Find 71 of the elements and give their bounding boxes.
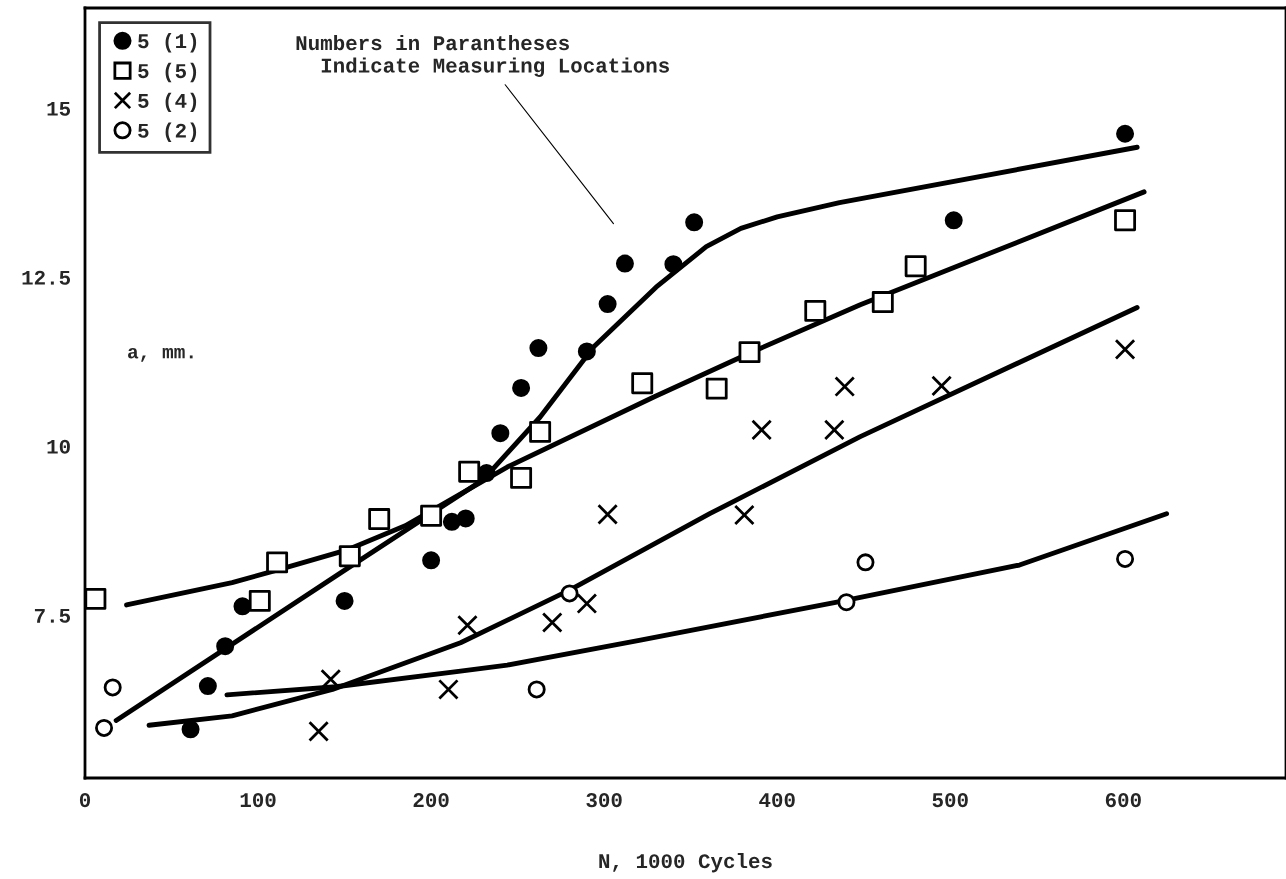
legend-label: 5 (1) <box>138 33 197 53</box>
legend-label: 5 (2) <box>138 122 197 142</box>
annotation: Numbers in Parantheses Indicate Measuring Locations <box>296 34 669 77</box>
x-tick-label: 300 <box>586 793 622 808</box>
point <box>512 378 531 397</box>
point <box>491 424 510 443</box>
point <box>631 372 654 395</box>
point <box>1114 338 1136 360</box>
point <box>751 419 773 441</box>
point <box>823 419 845 441</box>
point <box>437 679 459 700</box>
point <box>837 593 856 612</box>
point <box>527 680 546 699</box>
point <box>834 376 856 398</box>
x-tick-label: 400 <box>759 793 795 808</box>
y-axis-title: a, mm. <box>128 347 193 362</box>
point <box>338 545 361 568</box>
y-tick-label: 7.5 <box>34 608 71 623</box>
point <box>198 677 217 696</box>
x-tick-label: 600 <box>1105 793 1141 808</box>
point <box>804 299 827 322</box>
point <box>529 339 548 358</box>
point <box>598 295 617 314</box>
y-tick-label: 15 <box>47 101 71 116</box>
point <box>85 587 107 610</box>
y-tick-label: 10 <box>47 439 70 454</box>
point <box>420 504 443 527</box>
point <box>664 255 683 274</box>
point <box>871 291 894 314</box>
legend-label: 5 (5) <box>138 62 197 83</box>
legend-label: 5 (4) <box>138 92 197 113</box>
point <box>904 255 927 278</box>
point <box>541 612 563 633</box>
point <box>95 718 114 737</box>
point <box>1116 549 1135 568</box>
x-axis-title: N, 1000 Cycles <box>599 852 772 873</box>
point <box>422 551 441 570</box>
point <box>266 551 289 574</box>
point <box>685 213 704 232</box>
point <box>577 342 596 361</box>
point <box>442 512 461 531</box>
x-tick-label: 500 <box>932 793 968 808</box>
point <box>705 377 728 400</box>
point <box>597 503 619 525</box>
point <box>1116 124 1135 143</box>
point <box>560 584 579 603</box>
point <box>233 597 252 616</box>
point <box>1114 209 1137 232</box>
point <box>456 509 475 528</box>
point <box>103 678 122 697</box>
point <box>308 720 330 742</box>
point <box>216 637 235 656</box>
y-tick-label: 12.5 <box>22 270 71 285</box>
point <box>335 591 354 610</box>
point <box>931 375 953 397</box>
point <box>615 254 634 273</box>
point <box>510 466 533 489</box>
point <box>738 341 761 364</box>
point <box>733 504 755 526</box>
point <box>576 593 598 615</box>
point <box>458 460 481 483</box>
x-tick-label: 100 <box>240 793 276 808</box>
point <box>856 553 875 572</box>
x-tick-label: 200 <box>413 793 449 808</box>
point <box>529 420 552 443</box>
x-tick-label: 0 <box>79 793 91 808</box>
point <box>944 211 963 230</box>
point <box>248 589 271 612</box>
point <box>368 508 391 531</box>
point <box>457 614 478 636</box>
point <box>181 720 200 739</box>
